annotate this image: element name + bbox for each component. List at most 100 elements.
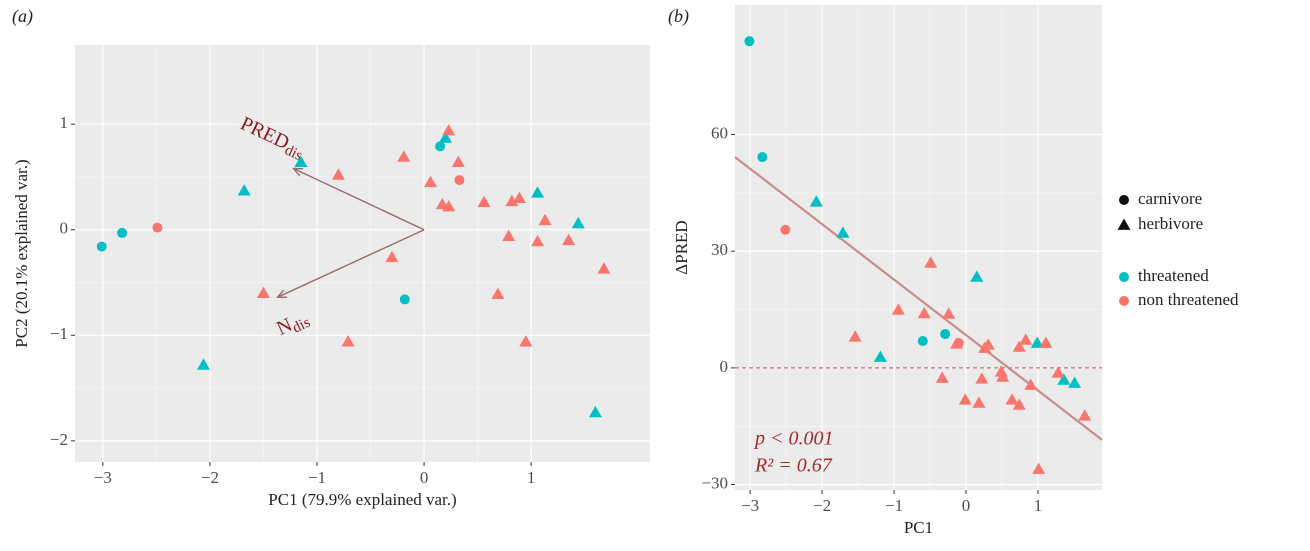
data-point bbox=[972, 396, 986, 408]
data-point bbox=[454, 175, 465, 186]
loading-arrow bbox=[277, 229, 425, 298]
annotation: R² = 0.67 bbox=[754, 455, 833, 477]
data-point bbox=[978, 341, 992, 353]
data-point bbox=[96, 241, 107, 252]
data-point bbox=[942, 307, 956, 319]
data-point bbox=[940, 329, 951, 340]
data-point bbox=[385, 250, 399, 263]
data-point bbox=[917, 306, 931, 319]
data-point bbox=[996, 370, 1010, 382]
x-tick-label: −1 bbox=[308, 468, 326, 487]
y-tick-label: 60 bbox=[711, 123, 728, 142]
x-tick-label: 1 bbox=[1034, 496, 1043, 515]
data-point bbox=[438, 131, 452, 143]
plot-background bbox=[735, 5, 1102, 490]
y-tick-label: −2 bbox=[50, 430, 68, 449]
data-point bbox=[975, 372, 989, 384]
data-point bbox=[891, 303, 905, 315]
data-point bbox=[1039, 336, 1053, 348]
legend-label: threatened bbox=[1138, 266, 1209, 285]
y-tick-label: 1 bbox=[60, 113, 69, 132]
data-point bbox=[1051, 366, 1065, 378]
y-tick-label: 0 bbox=[60, 219, 69, 238]
data-point bbox=[442, 200, 456, 212]
y-axis-label: PC2 (20.1% explained var.) bbox=[12, 159, 31, 347]
data-point bbox=[256, 286, 270, 298]
data-point bbox=[924, 256, 938, 268]
data-point bbox=[848, 330, 862, 342]
x-tick-label: −2 bbox=[813, 496, 831, 515]
legend-label: carnivore bbox=[1138, 189, 1202, 208]
y-tick-label: −1 bbox=[50, 324, 68, 343]
plot-background bbox=[75, 45, 650, 462]
data-point bbox=[538, 213, 552, 226]
legend-label: herbivore bbox=[1138, 214, 1203, 233]
data-point bbox=[1032, 462, 1046, 474]
data-point bbox=[491, 287, 505, 300]
legend-marker bbox=[1119, 272, 1129, 282]
data-point bbox=[331, 168, 345, 180]
data-point bbox=[152, 222, 163, 233]
data-point bbox=[505, 194, 519, 207]
trend-line bbox=[734, 156, 1103, 441]
panel-label: (b) bbox=[668, 6, 689, 27]
data-point bbox=[562, 233, 576, 246]
data-point bbox=[1024, 378, 1038, 390]
data-point bbox=[1030, 336, 1044, 348]
data-point bbox=[341, 335, 355, 347]
x-tick-label: −3 bbox=[94, 468, 112, 487]
x-tick-label: 0 bbox=[962, 496, 971, 515]
data-point bbox=[1078, 409, 1092, 421]
data-point bbox=[970, 270, 984, 282]
legend-marker bbox=[1117, 218, 1131, 230]
data-point bbox=[958, 393, 972, 405]
data-point bbox=[873, 350, 887, 362]
data-point bbox=[512, 191, 526, 203]
data-point bbox=[237, 184, 251, 196]
data-point bbox=[477, 195, 491, 208]
data-point bbox=[1005, 393, 1019, 405]
data-point bbox=[597, 262, 611, 274]
data-point bbox=[836, 226, 850, 238]
data-point bbox=[780, 224, 791, 235]
legend-marker bbox=[1119, 296, 1129, 306]
data-point bbox=[588, 405, 602, 418]
x-axis-label: PC1 bbox=[904, 518, 933, 537]
data-point bbox=[399, 294, 410, 305]
y-axis-label: ΔPRED bbox=[672, 220, 691, 274]
data-point bbox=[1019, 333, 1033, 345]
data-point bbox=[435, 141, 446, 152]
x-axis-label: PC1 (79.9% explained var.) bbox=[268, 490, 456, 509]
y-tick-label: 30 bbox=[711, 240, 728, 259]
data-point bbox=[571, 216, 585, 229]
data-point bbox=[744, 36, 755, 47]
data-point bbox=[397, 150, 411, 162]
panel-label: (a) bbox=[12, 6, 33, 27]
data-point bbox=[531, 186, 545, 198]
data-point bbox=[757, 152, 768, 163]
x-tick-label: 0 bbox=[420, 468, 429, 487]
data-point bbox=[809, 195, 823, 207]
loading-arrow bbox=[293, 169, 425, 231]
x-tick-label: −1 bbox=[885, 496, 903, 515]
data-point bbox=[935, 371, 949, 383]
data-point bbox=[442, 124, 456, 136]
data-point bbox=[1068, 376, 1082, 388]
y-tick-label: 0 bbox=[720, 357, 729, 376]
x-tick-label: −3 bbox=[741, 496, 759, 515]
data-point bbox=[294, 155, 308, 168]
data-point bbox=[531, 234, 545, 247]
data-point bbox=[917, 336, 928, 347]
legend-marker bbox=[1119, 195, 1129, 205]
x-tick-label: 1 bbox=[527, 468, 536, 487]
arrow-label-sub: dis bbox=[290, 315, 313, 337]
data-point bbox=[1012, 340, 1026, 352]
annotation: p < 0.001 bbox=[753, 428, 834, 450]
y-tick-label: −30 bbox=[701, 473, 728, 492]
data-point bbox=[502, 229, 516, 241]
data-point bbox=[519, 335, 533, 347]
data-point bbox=[1012, 398, 1026, 410]
data-point bbox=[451, 155, 465, 168]
legend-label: non threatened bbox=[1138, 290, 1239, 309]
